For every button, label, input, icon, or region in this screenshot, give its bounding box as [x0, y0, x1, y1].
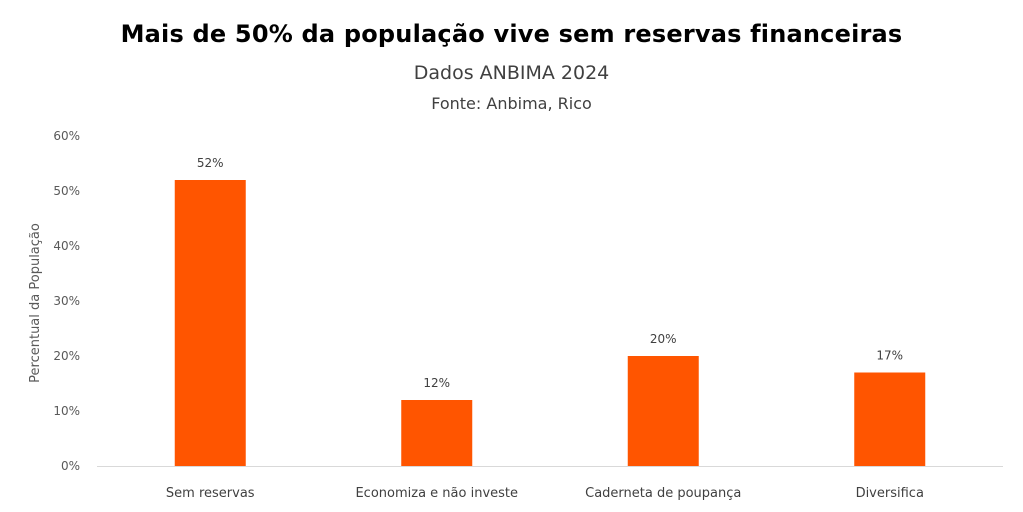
data-label: 52% — [197, 156, 224, 170]
category-label: Diversifica — [856, 486, 924, 501]
chart-subtitle: Dados ANBIMA 2024 — [413, 62, 610, 84]
y-tick-label: 50% — [53, 184, 80, 198]
y-tick-label: 20% — [53, 349, 80, 363]
y-tick-label: 10% — [53, 404, 80, 418]
data-label: 20% — [650, 332, 677, 346]
y-axis-label: Percentual da População — [28, 223, 43, 383]
data-label: 12% — [423, 376, 450, 390]
y-tick-label: 60% — [53, 129, 80, 143]
bar — [401, 400, 473, 466]
y-tick-label: 0% — [61, 459, 80, 473]
y-tick-label: 40% — [53, 239, 80, 253]
chart-source: Fonte: Anbima, Rico — [431, 94, 592, 113]
y-axis-ticks: 0% 10% 20% 30% 40% 50% 60% — [53, 129, 80, 473]
category-label: Sem reservas — [166, 486, 255, 501]
category-label: Caderneta de poupança — [585, 486, 741, 501]
category-label: Economiza e não investe — [355, 486, 518, 501]
bar — [174, 180, 246, 466]
bar — [627, 356, 699, 466]
data-label: 17% — [876, 349, 903, 363]
category-labels: Sem reservas Economiza e não investe Cader… — [166, 486, 924, 501]
chart-title: Mais de 50% da população vive sem reserv… — [120, 20, 903, 48]
y-tick-label: 30% — [53, 294, 80, 308]
bar — [854, 372, 926, 466]
bars: 52% 12% 20% 17% — [174, 156, 926, 466]
